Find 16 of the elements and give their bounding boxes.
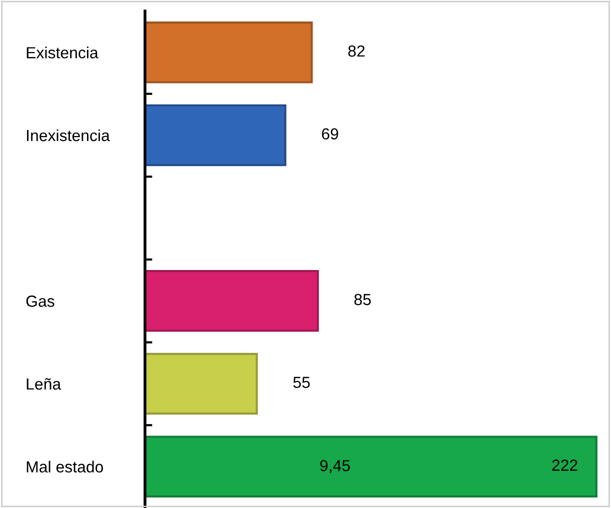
bar (145, 270, 319, 332)
y-tick-label: Inexistencia (27, 129, 110, 142)
y-tick-label: Mal estado (26, 460, 104, 473)
data-label: 82 (348, 45, 365, 57)
bar (145, 22, 313, 84)
bar (145, 352, 258, 415)
y-tick-label: Gas (26, 296, 54, 307)
data-label: 69 (322, 128, 338, 140)
bar (145, 104, 286, 166)
y-tick-label: Existencia (26, 46, 98, 58)
data-label: 55 (293, 376, 310, 388)
data-label: 222 (552, 460, 578, 471)
bar (145, 436, 598, 498)
annotation: 9,45 (320, 460, 350, 474)
data-label: 85 (354, 294, 371, 306)
y-tick-label: Leña (26, 378, 62, 390)
